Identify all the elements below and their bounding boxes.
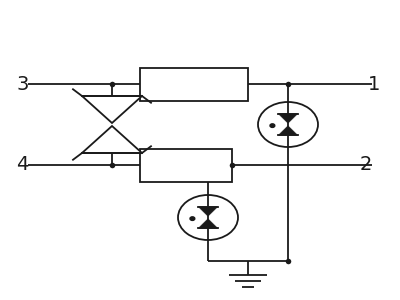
Text: 2: 2 xyxy=(360,155,372,175)
Polygon shape xyxy=(82,126,142,153)
Polygon shape xyxy=(82,96,142,123)
Bar xyxy=(140,148,232,182)
Text: 1: 1 xyxy=(368,74,380,94)
Polygon shape xyxy=(278,114,298,123)
Polygon shape xyxy=(198,207,218,216)
Text: 4: 4 xyxy=(16,155,28,175)
Text: 3: 3 xyxy=(16,74,28,94)
Polygon shape xyxy=(278,126,298,135)
Polygon shape xyxy=(198,219,218,228)
Circle shape xyxy=(270,124,275,128)
Bar xyxy=(140,68,248,100)
Circle shape xyxy=(190,217,195,220)
